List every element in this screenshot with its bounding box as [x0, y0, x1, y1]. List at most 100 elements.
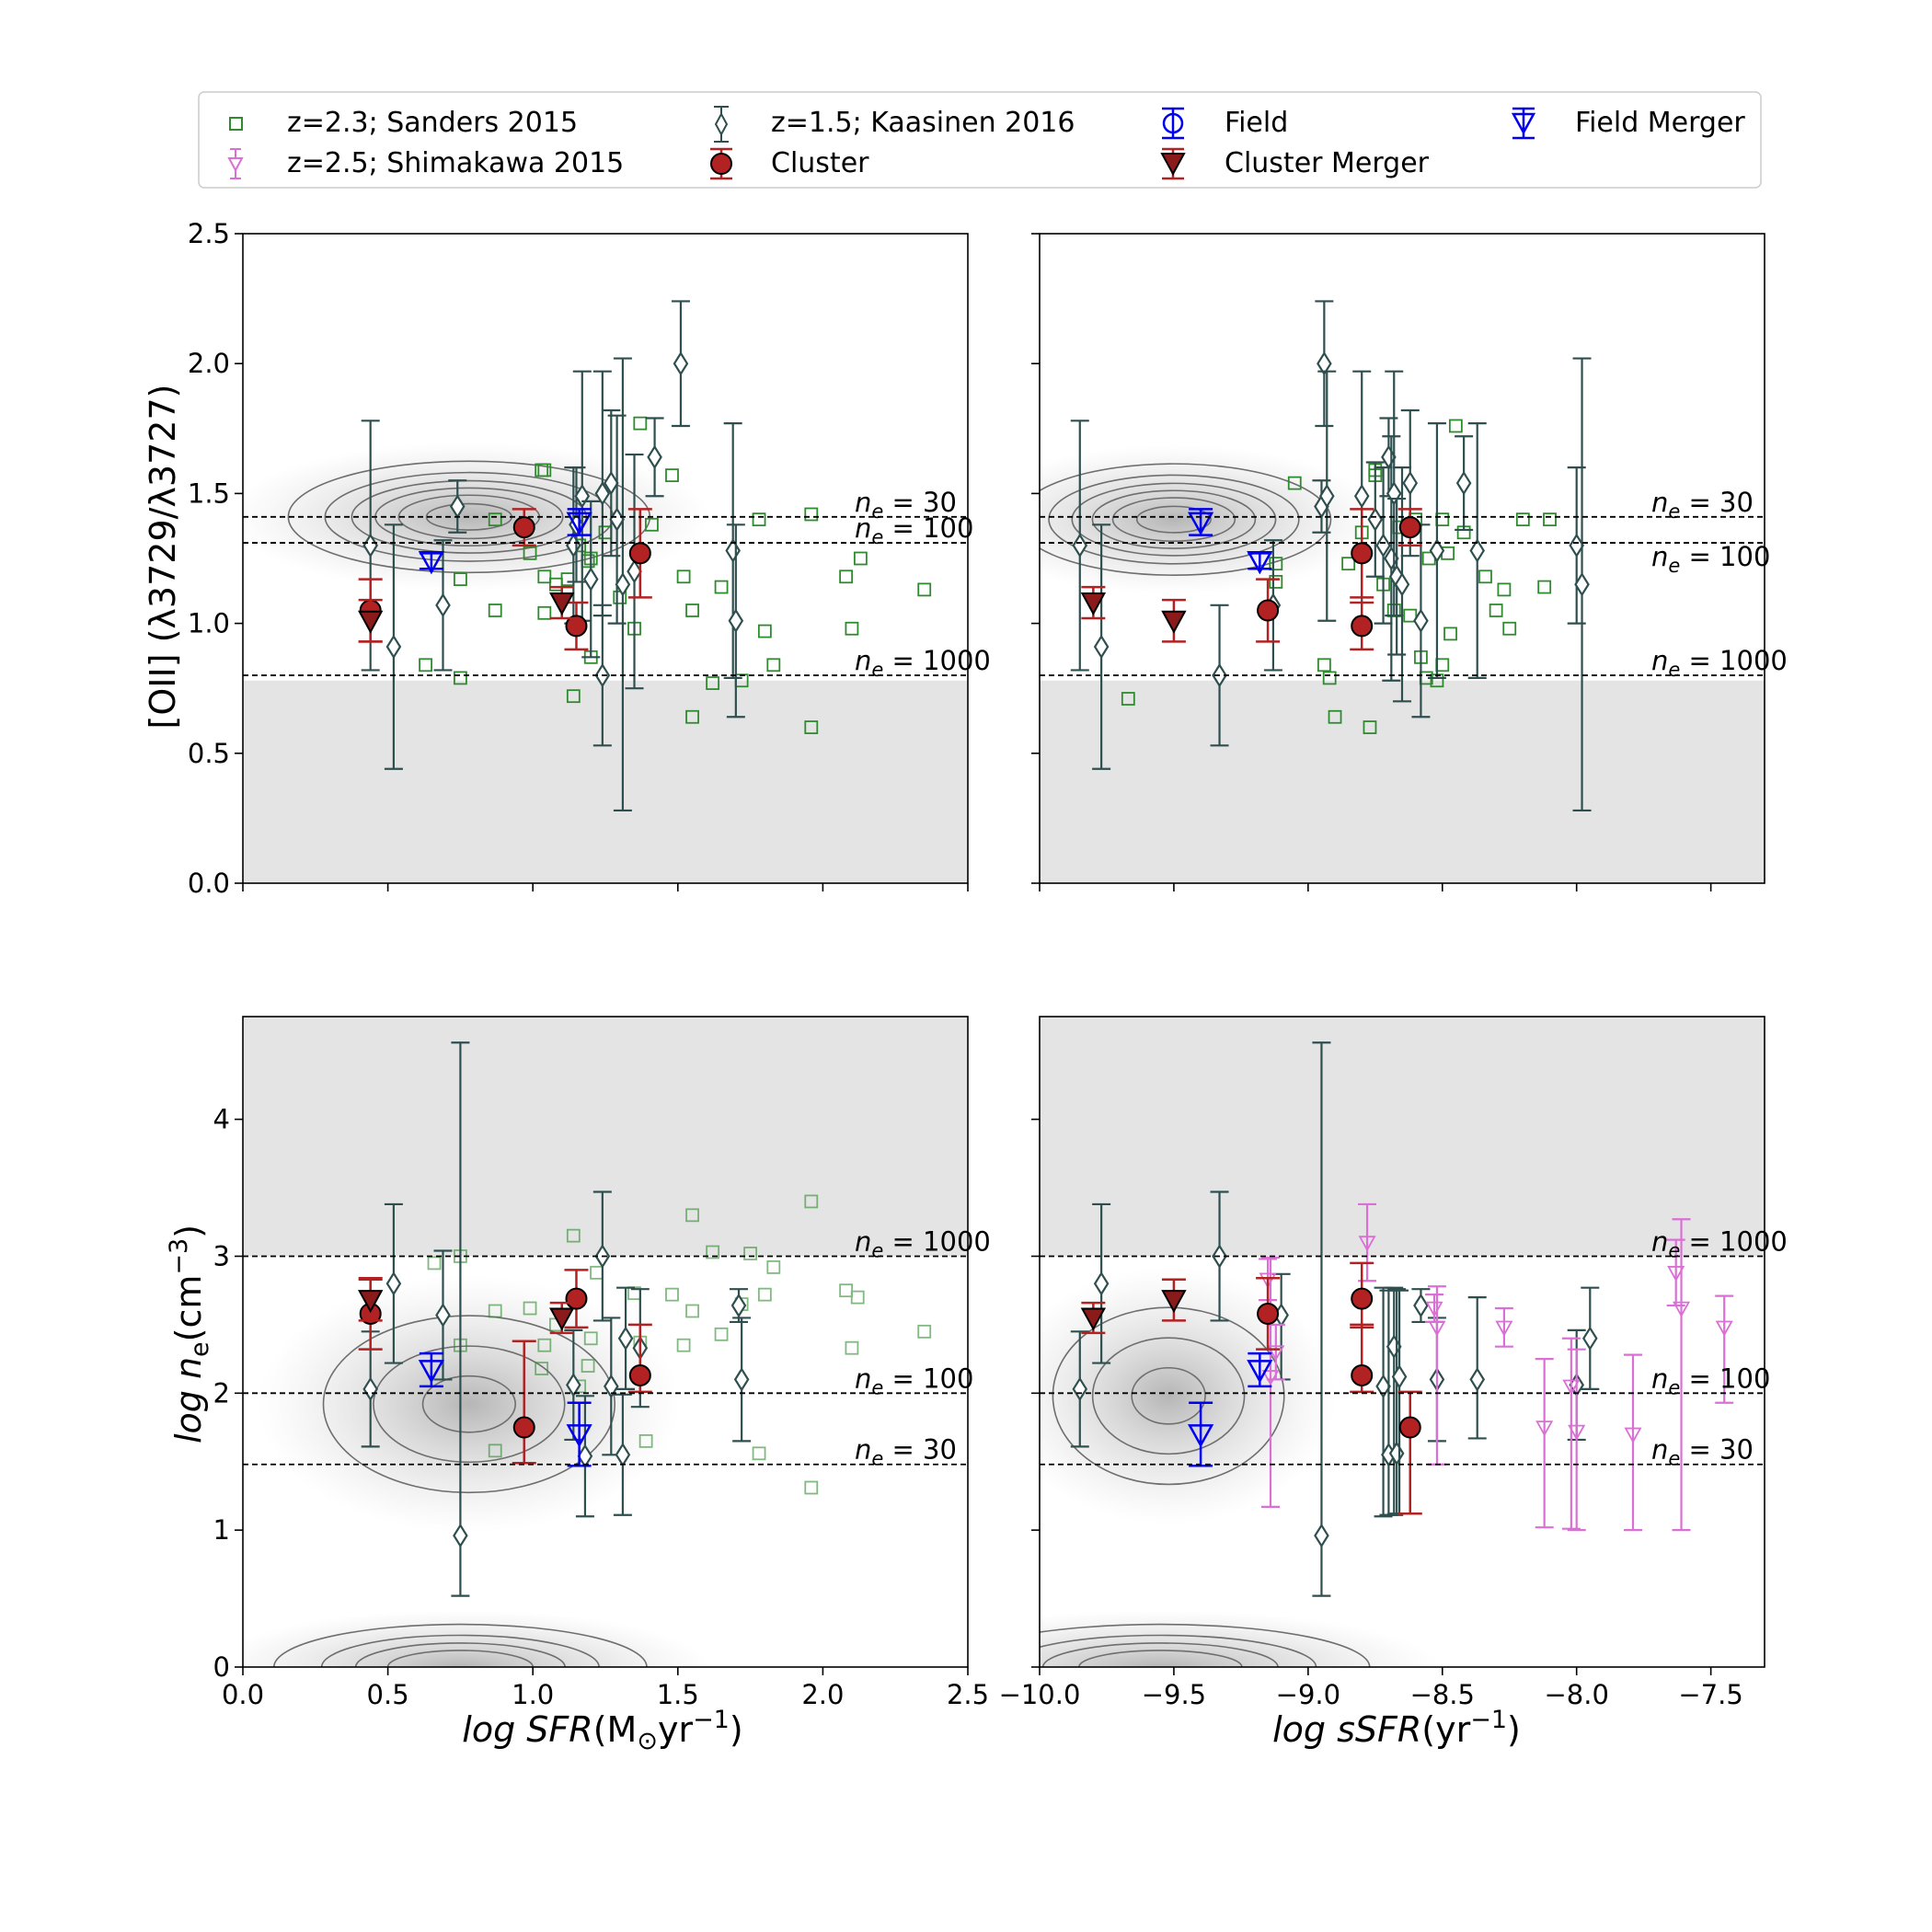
- reference-label: ne = 30: [855, 1434, 957, 1470]
- data-point: [685, 1304, 699, 1318]
- y-tick-label: 1.5: [188, 477, 230, 509]
- data-point: [453, 572, 467, 586]
- data-point: [685, 1208, 699, 1223]
- series-z-1-5-kaasinen-2016: [1070, 300, 1592, 812]
- x-tick-label: 1.5: [657, 1679, 699, 1710]
- data-point: [1161, 610, 1187, 634]
- data-point: [628, 1363, 651, 1386]
- data-point: [565, 1287, 588, 1310]
- y-tick-label: 2.5: [188, 218, 230, 249]
- data-point: [1535, 1420, 1554, 1437]
- data-point: [627, 558, 642, 584]
- data-point: [1261, 1370, 1280, 1386]
- excluded-region: [1040, 1017, 1765, 1257]
- data-point: [1402, 470, 1419, 496]
- data-point: [743, 1247, 757, 1260]
- data-point: [1080, 592, 1107, 616]
- reference-label-value: = 1000: [883, 645, 991, 676]
- data-point: [1375, 533, 1391, 558]
- data-point: [1351, 1287, 1374, 1310]
- data-point: [1497, 582, 1512, 597]
- plot-area: [243, 300, 968, 883]
- data-point: [1398, 1416, 1421, 1439]
- legend-label-sanders: z=2.3; Sanders 2015: [287, 107, 578, 139]
- data-point: [1489, 604, 1503, 617]
- data-point: [1080, 1307, 1107, 1331]
- reference-label-value: = 30: [1680, 487, 1754, 518]
- data-point: [523, 1301, 537, 1316]
- series-cluster-merger: [1080, 1278, 1187, 1335]
- data-point: [665, 468, 679, 483]
- main-density-shading: [1040, 1268, 1337, 1524]
- data-point: [566, 1373, 581, 1397]
- data-point: [845, 621, 859, 636]
- reference-label: ne = 1000: [855, 1225, 991, 1261]
- data-point: [757, 624, 772, 638]
- data-point: [549, 592, 575, 616]
- legend-entry-cluster: Cluster: [710, 147, 869, 180]
- data-point: [1515, 512, 1530, 527]
- data-point: [1314, 1523, 1329, 1548]
- series-cluster: [1256, 1261, 1422, 1515]
- data-point: [685, 709, 699, 724]
- data-point: [512, 516, 535, 539]
- data-point: [676, 569, 691, 584]
- data-point: [1269, 557, 1283, 571]
- data-point: [537, 1338, 552, 1352]
- panel-frame: [242, 233, 969, 884]
- data-point: [1478, 569, 1492, 584]
- data-point: [604, 470, 619, 496]
- reference-label-sub: e: [871, 1239, 883, 1261]
- data-point: [565, 615, 588, 638]
- data-point: [1093, 1271, 1110, 1296]
- data-point: [804, 507, 819, 522]
- data-point: [1322, 671, 1337, 685]
- reference-label-name: n: [855, 645, 871, 676]
- x-axis-title-sfr: log SFR(M⊙yr−1): [462, 1706, 742, 1755]
- reference-label: ne = 1000: [1651, 645, 1788, 681]
- data-point: [615, 571, 631, 597]
- plot-area: [1040, 300, 1765, 883]
- x-axis-title-sfr-sub: ⊙: [637, 1727, 658, 1755]
- main-density-shading: [1040, 444, 1384, 594]
- data-point: [845, 1340, 859, 1355]
- data-point: [757, 1287, 772, 1302]
- x-axis-title-sfr-unit: (M: [593, 1709, 638, 1750]
- y-tick-label: 2: [213, 1377, 230, 1409]
- data-point: [385, 1271, 402, 1296]
- data-point: [1161, 1290, 1187, 1314]
- data-point: [1394, 571, 1410, 597]
- data-point: [488, 1304, 502, 1318]
- data-point: [1093, 634, 1110, 660]
- reference-label-name: n: [855, 1225, 871, 1257]
- main-density-contour: [1071, 482, 1277, 557]
- data-point: [766, 658, 781, 673]
- series-z-2-5-shimakawa-2015: [1259, 1202, 1734, 1532]
- series-cluster: [1256, 508, 1422, 651]
- excluded-region: [1040, 680, 1765, 883]
- data-point: [1341, 557, 1356, 571]
- series-cluster: [358, 1269, 652, 1465]
- reference-label-name: n: [1651, 645, 1668, 676]
- legend-label-field-merger: Field Merger: [1575, 107, 1745, 139]
- x-tick-label: −9.5: [1142, 1679, 1206, 1710]
- data-point: [730, 1293, 747, 1318]
- data-point: [1351, 615, 1374, 638]
- y-tick-label: 0: [213, 1651, 230, 1683]
- y-tick-label: 0.0: [188, 868, 230, 899]
- data-point: [638, 1434, 653, 1448]
- data-point: [673, 351, 689, 376]
- reference-label-sub: e: [1668, 555, 1680, 577]
- series-cluster-merger: [1080, 585, 1187, 643]
- bottom-density-contour: [1041, 1642, 1279, 1667]
- panel-frame: [1039, 233, 1765, 884]
- x-axis-title-sfr-close: ): [730, 1709, 743, 1750]
- legend-entry-field: Field: [1162, 107, 1288, 140]
- data-point: [1569, 533, 1584, 558]
- data-point: [1328, 709, 1342, 724]
- data-point: [435, 1303, 451, 1328]
- x-axis-title-sfr-exp: −1: [693, 1706, 730, 1734]
- reference-label: ne = 100: [1651, 1363, 1770, 1398]
- bottom-density-contour: [354, 1642, 566, 1667]
